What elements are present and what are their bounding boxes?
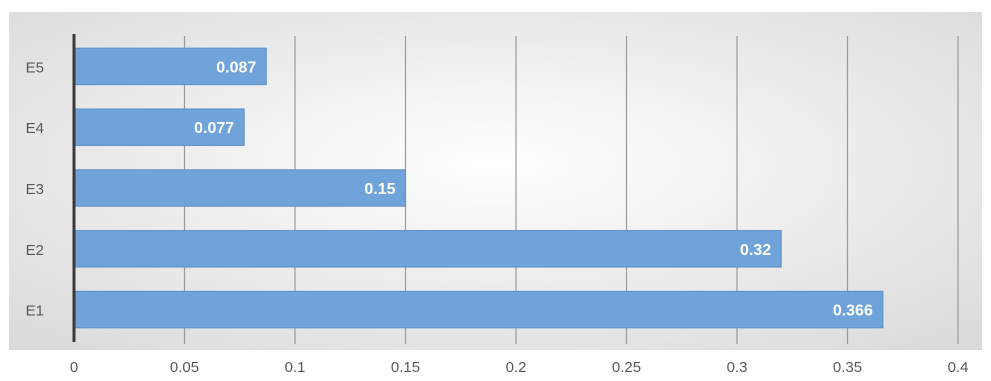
labels: 0 0.05 0.1 0.15 0.2 0.25 0.3 0.35 0.4 0.366 E1 0.32… <box>26 59 969 376</box>
x-tick-label: 0.4 <box>948 359 969 376</box>
y-category-label: E1 <box>26 303 44 320</box>
data-label: 0.087 <box>216 59 256 76</box>
x-tick-label: 0.2 <box>506 359 527 376</box>
bar-e5 <box>73 47 267 86</box>
data-label: 0.32 <box>740 242 771 259</box>
x-tick-label: 0.15 <box>391 359 420 376</box>
bar-e3 <box>73 169 406 207</box>
bar-e1 <box>73 290 884 329</box>
bar-e2 <box>73 230 782 268</box>
x-tick-label: 0.35 <box>833 359 862 376</box>
x-tick-label: 0.05 <box>170 359 199 376</box>
x-tick-label: 0.1 <box>285 359 306 376</box>
y-category-label: E4 <box>26 120 44 137</box>
x-tick-label: 0.25 <box>612 359 641 376</box>
x-tick-label: 0 <box>70 359 78 376</box>
data-label: 0.366 <box>833 303 873 320</box>
x-tick-label: 0.3 <box>727 359 748 376</box>
y-category-label: E5 <box>26 59 44 76</box>
y-category-label: E3 <box>26 181 44 198</box>
bar-e4 <box>73 108 245 146</box>
data-label: 0.077 <box>194 120 234 137</box>
data-label: 0.15 <box>364 181 395 198</box>
y-category-label: E2 <box>26 242 44 259</box>
